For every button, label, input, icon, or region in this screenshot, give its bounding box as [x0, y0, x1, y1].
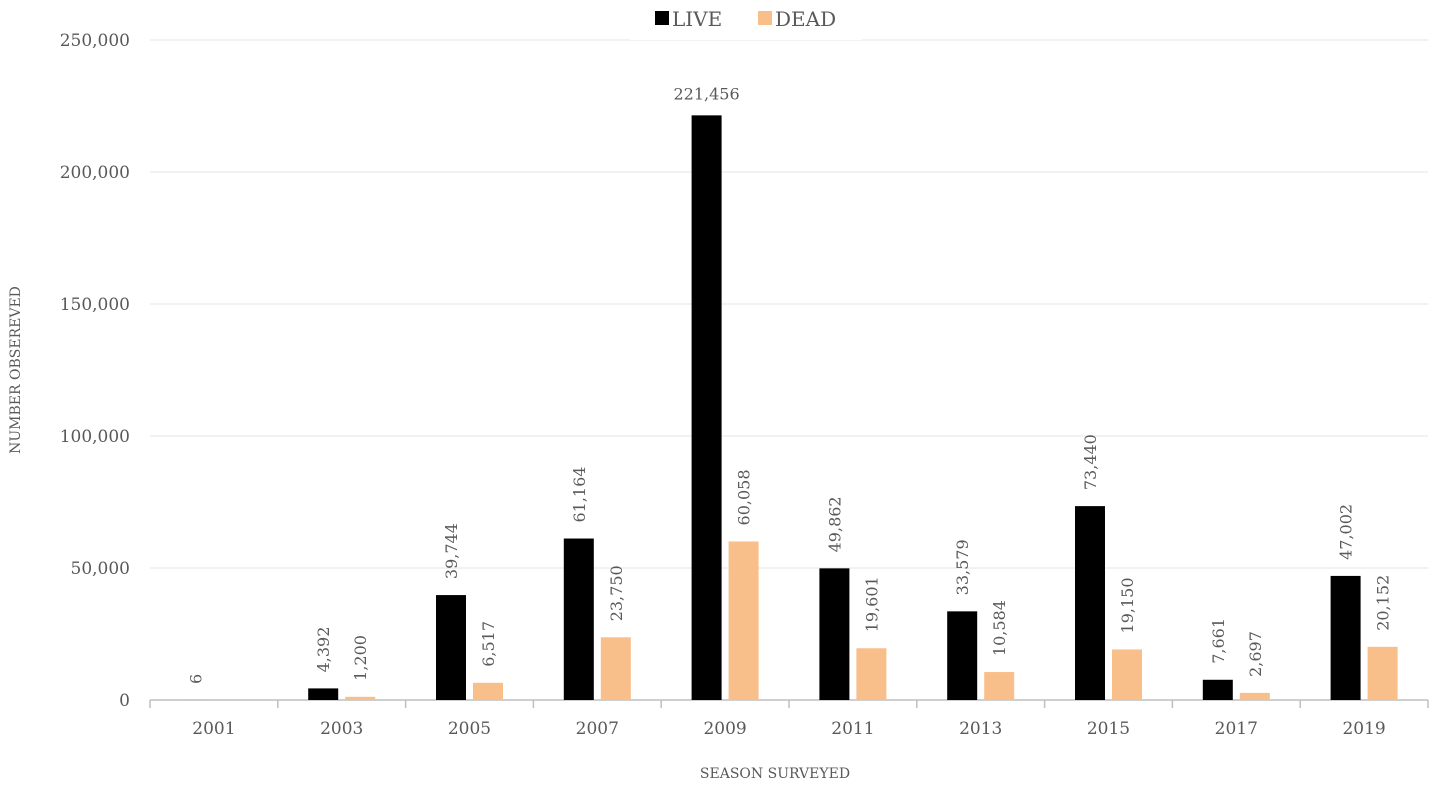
bar-live [563, 538, 594, 700]
x-tick-label: 2005 [448, 719, 491, 739]
y-tick-label: 200,000 [60, 163, 130, 183]
data-label: 6 [186, 674, 205, 684]
data-label: 2,697 [1246, 631, 1265, 677]
x-axis: 2001 2003 2005 2007 2009 2011 2013 2015 2017 2019 [149, 699, 1429, 739]
legend-swatch-dead [758, 11, 772, 25]
data-label: 221,456 [674, 84, 740, 103]
x-tick-label: 2013 [959, 719, 1002, 739]
data-label: 19,150 [1118, 577, 1137, 633]
data-label: 6,517 [479, 621, 498, 667]
bar-dead [1112, 649, 1142, 700]
x-tick-label: 2019 [1342, 719, 1385, 739]
bar-live [1330, 575, 1361, 700]
y-axis: 0 50,000 100,000 150,000 200,000 250,000 [60, 31, 130, 711]
y-tick-label: 0 [119, 691, 130, 711]
data-label: 73,440 [1081, 434, 1100, 490]
bar-dead [728, 541, 759, 700]
x-tick-label: 2009 [703, 719, 746, 739]
data-labels: 6 4,392 1,200 39,744 6,517 61,164 23,750 221,45… [186, 84, 1392, 684]
legend-label-dead: DEAD [775, 7, 836, 31]
legend-swatch-live [655, 11, 669, 25]
bar-dead [473, 682, 503, 700]
bar-dead [1239, 692, 1270, 700]
data-label: 4,392 [314, 627, 333, 673]
gridlines [150, 39, 1428, 569]
x-tick-label: 2011 [831, 719, 874, 739]
bar-dead [345, 696, 376, 700]
x-tick-label: 2015 [1087, 719, 1130, 739]
bar-live [1202, 679, 1233, 700]
y-tick-label: 100,000 [60, 427, 130, 447]
data-label: 47,002 [1337, 504, 1356, 560]
data-label: 10,584 [990, 600, 1009, 656]
bar-dead [856, 648, 887, 700]
x-tick-label: 2003 [320, 719, 363, 739]
bar-dead [600, 637, 631, 700]
bars [180, 115, 1398, 701]
x-tick-label: 2007 [576, 719, 619, 739]
data-label: 1,200 [351, 635, 370, 681]
data-label: 39,744 [442, 523, 461, 579]
bar-live [436, 595, 466, 700]
legend: LIVE DEAD [630, 2, 862, 40]
y-axis-title: NUMBER OBSEREVED [8, 286, 24, 454]
legend-label-live: LIVE [672, 7, 722, 31]
data-label: 19,601 [862, 576, 881, 632]
data-label: 61,164 [570, 467, 589, 523]
y-tick-label: 150,000 [60, 295, 130, 315]
data-label: 60,058 [735, 469, 754, 525]
y-tick-label: 250,000 [60, 31, 130, 51]
data-label: 49,862 [825, 496, 844, 552]
data-label: 20,152 [1374, 575, 1393, 631]
bar-dead [984, 672, 1015, 700]
bar-live [308, 688, 339, 700]
data-label: 23,750 [607, 565, 626, 621]
data-label: 7,661 [1209, 618, 1228, 664]
bar-dead [1367, 646, 1398, 700]
x-tick-label: 2017 [1215, 719, 1258, 739]
x-tick-label: 2001 [192, 719, 235, 739]
bar-live [947, 611, 978, 700]
x-axis-title: SEASON SURVEYED [700, 766, 850, 782]
data-label: 33,579 [953, 539, 972, 595]
bar-live [691, 115, 722, 701]
y-tick-label: 50,000 [71, 559, 130, 579]
bar-live [819, 568, 850, 700]
bar-live [1075, 506, 1105, 700]
